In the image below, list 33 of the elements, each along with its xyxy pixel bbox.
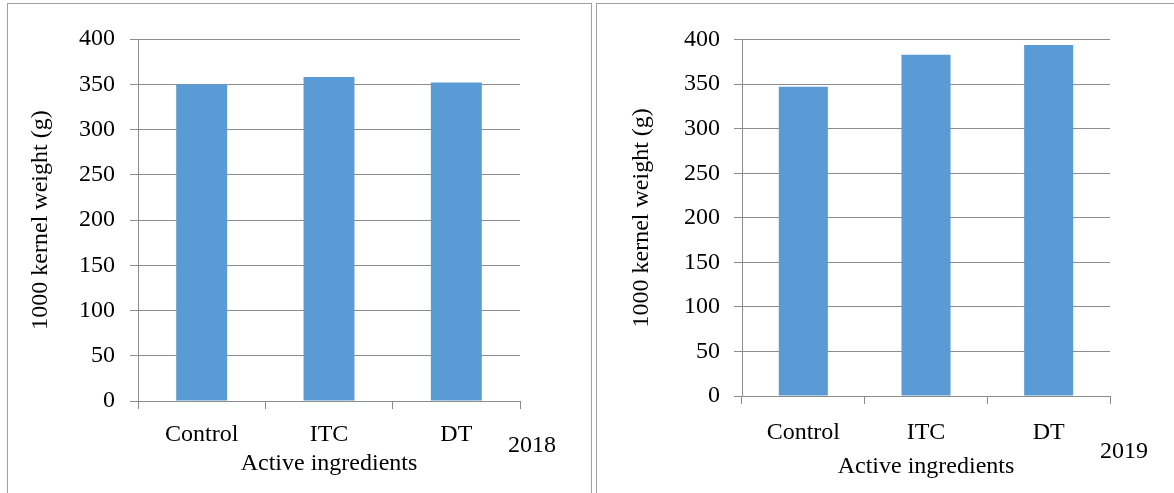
x-tick-label: DT xyxy=(440,419,473,446)
y-tick-label: 200 xyxy=(79,205,115,232)
y-tick-label: 150 xyxy=(684,247,720,274)
bar xyxy=(778,86,828,396)
bar xyxy=(1024,44,1074,396)
x-axis-title: Active ingredients xyxy=(837,452,1015,479)
y-tick-label: 100 xyxy=(79,295,115,322)
y-tick-label: 400 xyxy=(79,24,115,51)
y-axis-title: 1000 kernel weight (g) xyxy=(627,108,654,328)
y-tick-label: 0 xyxy=(708,381,720,408)
text: 2018 xyxy=(508,430,556,458)
y-tick-label: 300 xyxy=(79,114,115,141)
bar xyxy=(901,54,951,396)
y-tick-label: 400 xyxy=(684,24,720,51)
y-tick-label: 300 xyxy=(684,114,720,140)
y-tick-label: 350 xyxy=(684,69,720,96)
y-axis-title: 1000 kernel weight (g) xyxy=(26,110,53,330)
y-tick-label: 350 xyxy=(79,69,115,96)
y-tick-label: 250 xyxy=(79,160,115,187)
y-tick-label: 50 xyxy=(91,341,115,368)
text: 2019 xyxy=(1100,436,1148,464)
x-tick-label: Control xyxy=(766,417,841,444)
y-tick-label: 0 xyxy=(103,386,115,413)
x-tick-label: DT xyxy=(1032,417,1065,444)
y-tick-label: 250 xyxy=(684,158,720,185)
x-tick-label: Control xyxy=(164,419,239,446)
y-tick-label: 150 xyxy=(79,250,115,277)
y-tick-label: 50 xyxy=(696,336,720,363)
x-axis-title: Active ingredients xyxy=(240,449,418,476)
x-tick-label: ITC xyxy=(906,417,946,444)
x-tick-label: ITC xyxy=(309,419,349,446)
y-tick-label: 100 xyxy=(684,292,720,319)
y-tick-label: 200 xyxy=(684,203,720,230)
